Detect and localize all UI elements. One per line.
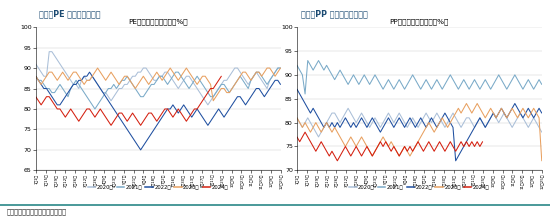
Text: 图表：PP 粒周度产能利用率: 图表：PP 粒周度产能利用率 <box>301 10 367 19</box>
Title: PP粒装置产能利用率（%）: PP粒装置产能利用率（%） <box>390 19 449 25</box>
Legend: 2020年, 2021年, 2022年, 2023年, 2024年: 2020年, 2021年, 2022年, 2023年, 2024年 <box>88 185 228 190</box>
Title: PE装置周度开工负荷（%）: PE装置周度开工负荷（%） <box>128 19 188 25</box>
Legend: 2020年, 2021年, 2022年, 2023年, 2024年: 2020年, 2021年, 2022年, 2023年, 2024年 <box>349 185 490 190</box>
Text: 图表：PE 周度产能利用率: 图表：PE 周度产能利用率 <box>40 10 101 19</box>
Text: 资料来源：隆众资讯、新湖研究所: 资料来源：隆众资讯、新湖研究所 <box>7 208 67 215</box>
